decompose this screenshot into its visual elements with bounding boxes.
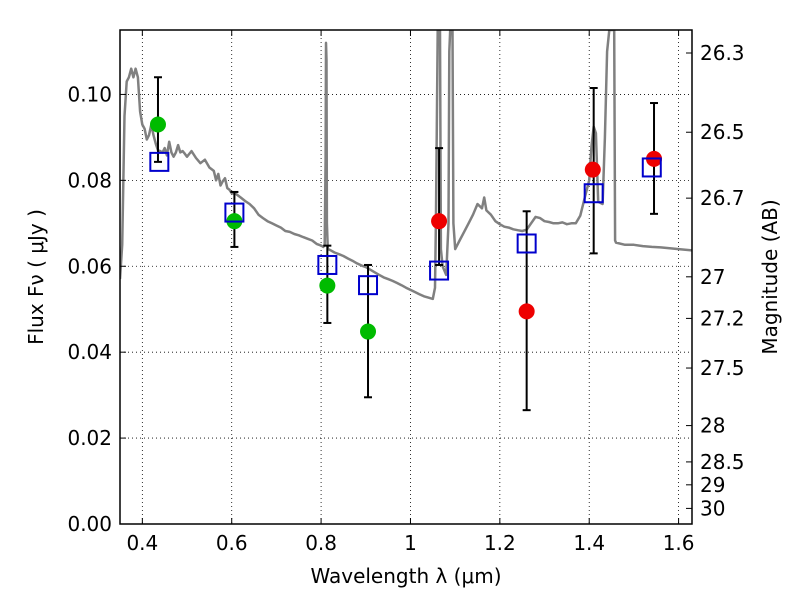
y2-tick-label: 27 xyxy=(700,265,725,289)
y2-tick-label: 26.5 xyxy=(700,120,745,144)
y-ticks: 0.00 0.02 0.04 0.06 0.08 0.10 xyxy=(67,82,126,536)
red-data-point xyxy=(431,213,448,230)
data-points-layer xyxy=(149,116,663,340)
y-tick-label: 0.02 xyxy=(67,426,112,450)
green-data-point xyxy=(360,323,377,340)
red-data-point xyxy=(584,161,601,178)
y2-tick-label: 28.5 xyxy=(700,450,745,474)
y-tick-label: 0.04 xyxy=(67,340,112,364)
x-tick-label: 0.6 xyxy=(216,531,248,555)
x-tick-label: 1.6 xyxy=(663,531,695,555)
model-square-point xyxy=(429,260,450,281)
y-tick-label: 0.10 xyxy=(67,82,112,106)
sed-model-curve xyxy=(120,30,692,301)
y2-tick-label: 28 xyxy=(700,414,725,438)
y2-tick-label: 27.5 xyxy=(700,356,745,380)
model-square-point xyxy=(358,275,379,296)
y2-tick-label: 27.2 xyxy=(700,306,745,330)
x-axis-label: Wavelength λ (μm) xyxy=(310,564,501,588)
model-square-point xyxy=(583,183,604,204)
x-tick-label: 0.8 xyxy=(305,531,337,555)
y-tick-label: 0.08 xyxy=(67,168,112,192)
x-tick-label: 1.2 xyxy=(484,531,516,555)
red-data-point xyxy=(518,303,535,320)
y-tick-label: 0.00 xyxy=(67,512,112,536)
y2-tick-label: 26.7 xyxy=(700,186,745,210)
green-data-point xyxy=(319,277,336,294)
x-tick-label: 1 xyxy=(404,531,417,555)
green-data-point xyxy=(149,116,166,133)
y2-axis-label: Magnitude (AB) xyxy=(758,199,782,354)
y2-tick-label: 26.3 xyxy=(700,41,745,65)
x-tick-label: 1.4 xyxy=(573,531,605,555)
y2-tick-label: 30 xyxy=(700,496,725,520)
x-tick-label: 0.4 xyxy=(126,531,158,555)
y-axis-label: Flux Fν ( μJy ) xyxy=(24,209,48,345)
model-square-point xyxy=(516,233,537,254)
errorbar-layer xyxy=(153,76,659,412)
x-ticks: 0.4 0.6 0.8 1 1.2 1.4 1.6 xyxy=(126,30,695,555)
model-square-point xyxy=(641,157,662,178)
y-tick-label: 0.06 xyxy=(67,254,112,278)
model-square-point xyxy=(317,254,338,275)
model-square-point xyxy=(149,151,170,172)
model-square-point xyxy=(224,202,245,223)
sed-curve-layer xyxy=(120,30,692,301)
y2-tick-label: 29 xyxy=(700,473,725,497)
